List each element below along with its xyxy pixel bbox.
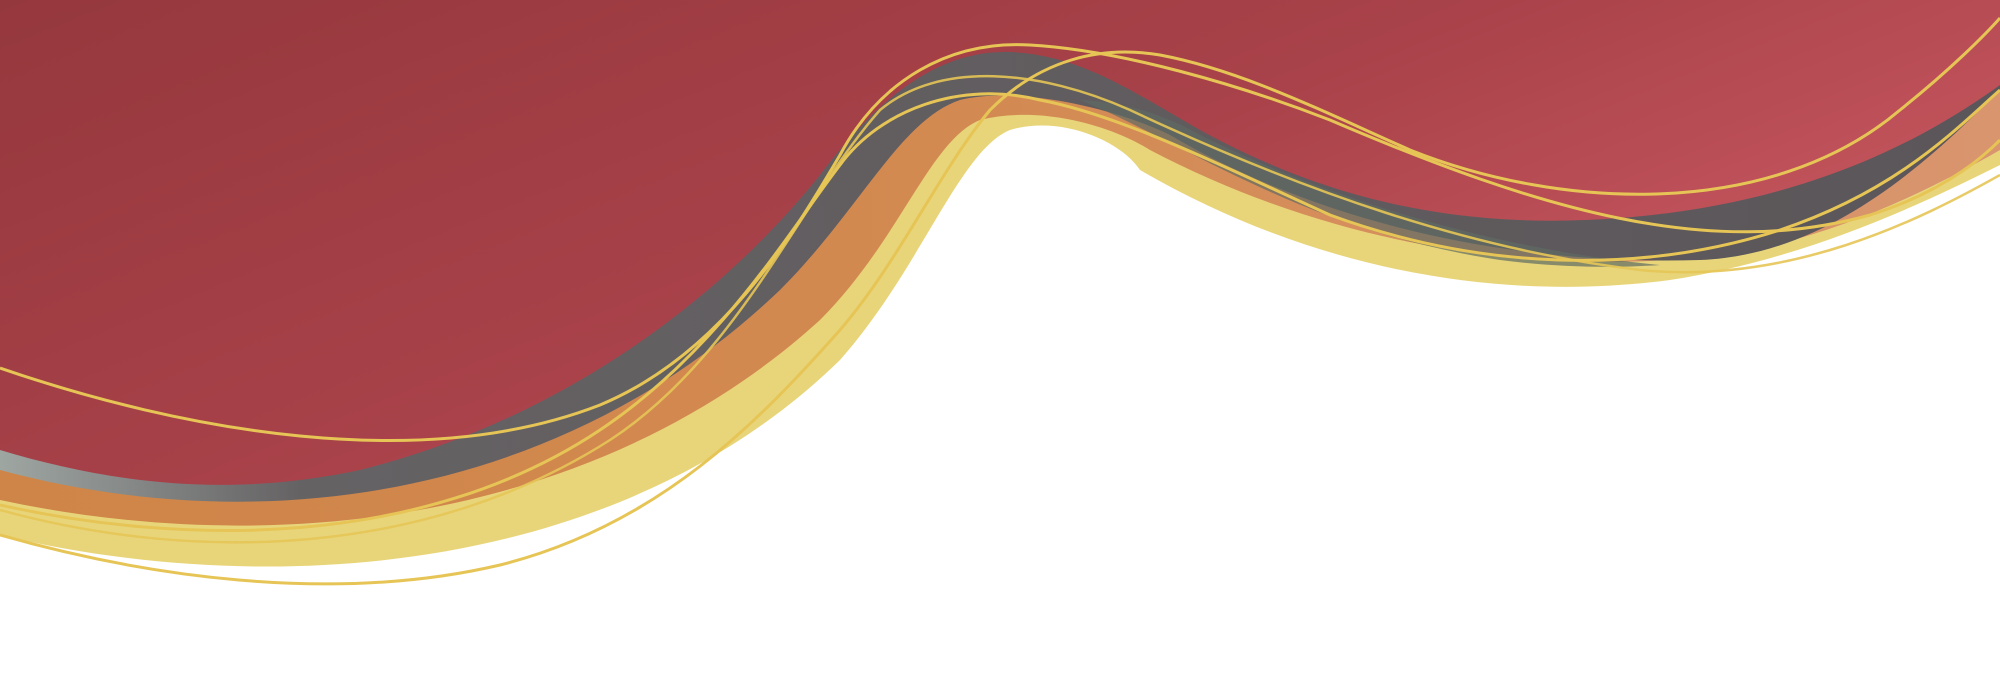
gray-green-sheen bbox=[1080, 100, 1660, 267]
gold-line-3 bbox=[0, 17, 2000, 586]
gold-line-4 bbox=[0, 74, 2000, 544]
gold-line-1 bbox=[0, 43, 2000, 442]
gold-line-2 bbox=[0, 88, 2000, 533]
red-wave-shape bbox=[0, 0, 2000, 485]
